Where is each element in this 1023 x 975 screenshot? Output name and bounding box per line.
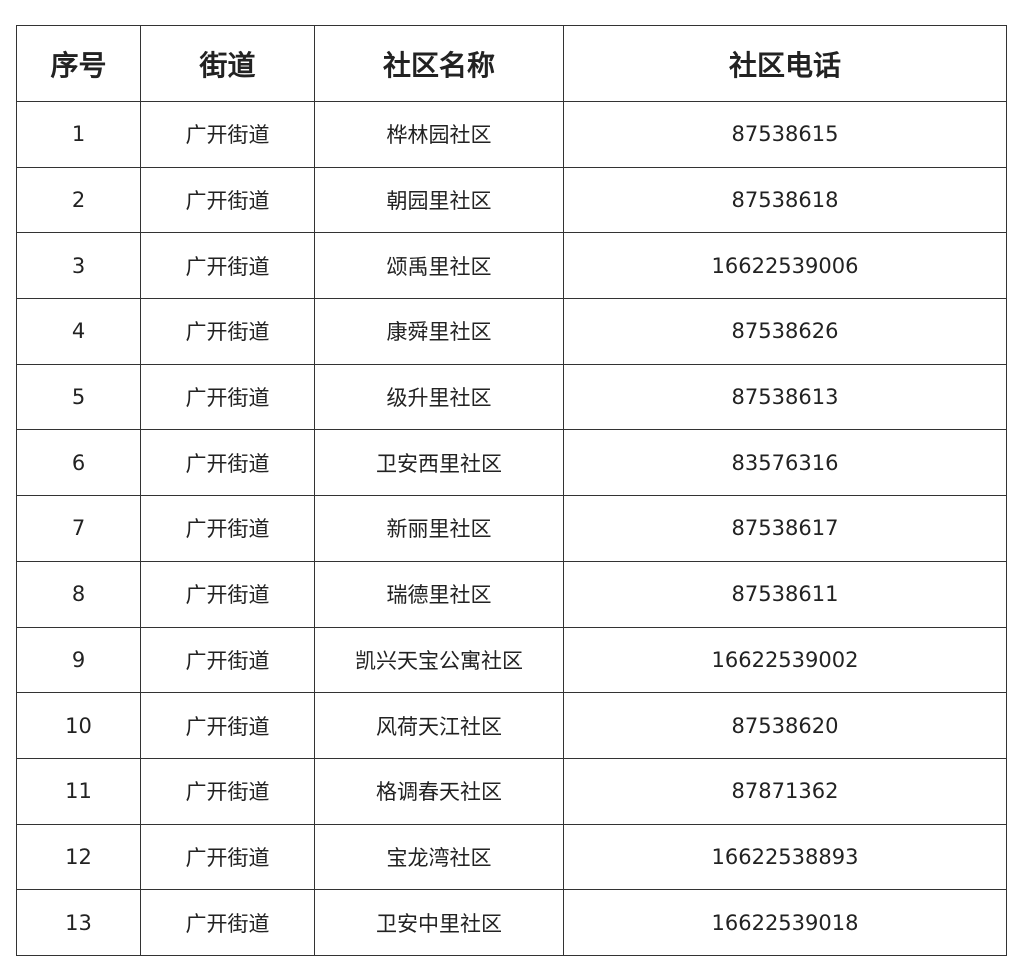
table-row: 6 广开街道 卫安西里社区 83576316 <box>16 429 1007 497</box>
table-row: 11 广开街道 格调春天社区 87871362 <box>16 757 1007 825</box>
table-cell: 风荷天江社区 <box>314 692 564 759</box>
table-cell: 87538620 <box>563 692 1007 759</box>
table-cell: 1 <box>16 101 141 168</box>
table-cell: 广开街道 <box>140 626 315 694</box>
table-row: 10 广开街道 风荷天江社区 87538620 <box>16 692 1007 759</box>
table-cell: 广开街道 <box>140 166 315 234</box>
table-cell: 朝园里社区 <box>314 166 564 234</box>
table-cell: 16622539018 <box>563 889 1007 956</box>
table-row: 3 广开街道 颂禹里社区 16622539006 <box>16 232 1007 300</box>
header-cell: 社区名称 <box>314 25 564 102</box>
table-cell: 桦林园社区 <box>314 101 564 168</box>
table-cell: 11 <box>16 757 141 825</box>
table-cell: 广开街道 <box>140 889 315 956</box>
table-row: 9 广开街道 凯兴天宝公寓社区 16622539002 <box>16 626 1007 694</box>
table-cell: 87538618 <box>563 166 1007 234</box>
header-cell: 街道 <box>140 25 315 102</box>
table-cell: 凯兴天宝公寓社区 <box>314 626 564 694</box>
table-cell: 8 <box>16 560 141 628</box>
table-cell: 广开街道 <box>140 495 315 562</box>
table-row: 8 广开街道 瑞德里社区 87538611 <box>16 560 1007 628</box>
table-cell: 级升里社区 <box>314 363 564 431</box>
table-cell: 2 <box>16 166 141 234</box>
table-cell: 广开街道 <box>140 101 315 168</box>
table-cell: 格调春天社区 <box>314 757 564 825</box>
table-row: 7 广开街道 新丽里社区 87538617 <box>16 495 1007 562</box>
table-cell: 卫安中里社区 <box>314 889 564 956</box>
table-row: 13 广开街道 卫安中里社区 16622539018 <box>16 889 1007 956</box>
table-cell: 87538617 <box>563 495 1007 562</box>
table-cell: 卫安西里社区 <box>314 429 564 497</box>
table-cell: 广开街道 <box>140 560 315 628</box>
table-cell: 广开街道 <box>140 298 315 365</box>
table-cell: 12 <box>16 823 141 891</box>
table-header: 序号 街道 社区名称 社区电话 <box>16 25 1007 102</box>
table-cell: 16622538893 <box>563 823 1007 891</box>
table-cell: 3 <box>16 232 141 300</box>
table-cell: 广开街道 <box>140 363 315 431</box>
table-cell: 16622539002 <box>563 626 1007 694</box>
table-cell: 6 <box>16 429 141 497</box>
table-cell: 87538615 <box>563 101 1007 168</box>
table-cell: 广开街道 <box>140 757 315 825</box>
community-table: 序号 街道 社区名称 社区电话 1 广开街道 桦林园社区 87538615 2 广开街道 朝园里社… <box>16 25 1007 956</box>
table-body: 1 广开街道 桦林园社区 87538615 2 广开街道 朝园里社区 87538618 3 广开街… <box>16 101 1007 956</box>
table-cell: 9 <box>16 626 141 694</box>
table-cell: 颂禹里社区 <box>314 232 564 300</box>
table-cell: 87871362 <box>563 757 1007 825</box>
table-cell: 87538613 <box>563 363 1007 431</box>
table-cell: 10 <box>16 692 141 759</box>
header-cell: 社区电话 <box>563 25 1007 102</box>
table-cell: 7 <box>16 495 141 562</box>
table-cell: 87538626 <box>563 298 1007 365</box>
table-cell: 4 <box>16 298 141 365</box>
table-cell: 广开街道 <box>140 429 315 497</box>
table-row: 4 广开街道 康舜里社区 87538626 <box>16 298 1007 365</box>
table-cell: 康舜里社区 <box>314 298 564 365</box>
table-cell: 广开街道 <box>140 823 315 891</box>
table-cell: 5 <box>16 363 141 431</box>
table-row: 1 广开街道 桦林园社区 87538615 <box>16 101 1007 168</box>
table-row: 5 广开街道 级升里社区 87538613 <box>16 363 1007 431</box>
header-row: 序号 街道 社区名称 社区电话 <box>16 25 1007 102</box>
table-cell: 新丽里社区 <box>314 495 564 562</box>
table-cell: 87538611 <box>563 560 1007 628</box>
table-cell: 83576316 <box>563 429 1007 497</box>
header-cell: 序号 <box>16 25 141 102</box>
table-cell: 广开街道 <box>140 692 315 759</box>
table-cell: 16622539006 <box>563 232 1007 300</box>
table-row: 2 广开街道 朝园里社区 87538618 <box>16 166 1007 234</box>
table-cell: 广开街道 <box>140 232 315 300</box>
table-cell: 13 <box>16 889 141 956</box>
table-cell: 瑞德里社区 <box>314 560 564 628</box>
table-cell: 宝龙湾社区 <box>314 823 564 891</box>
table-row: 12 广开街道 宝龙湾社区 16622538893 <box>16 823 1007 891</box>
